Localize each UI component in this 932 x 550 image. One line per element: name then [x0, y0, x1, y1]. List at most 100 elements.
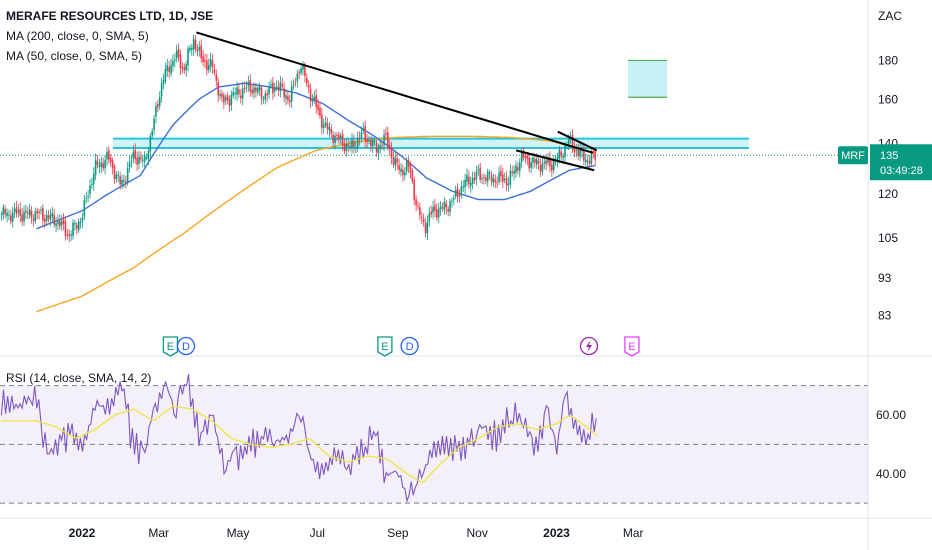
ma200-label: MA (200, close, 0, SMA, 5)	[6, 29, 149, 43]
candle-body	[518, 162, 521, 172]
candle-body	[539, 164, 542, 172]
candle	[72, 219, 74, 240]
candle	[264, 90, 267, 105]
time-tick-label: 2022	[69, 526, 96, 540]
candle-body	[479, 167, 481, 181]
candle-body	[190, 47, 193, 50]
dividend-event-icon[interactable]: D	[176, 336, 196, 356]
candle-body	[439, 206, 442, 209]
legend-rsi[interactable]: RSI (14, close, SMA, 14, 2)	[6, 371, 151, 385]
candle	[187, 45, 189, 72]
candle-body	[238, 89, 240, 95]
candle-body	[375, 142, 378, 152]
candle	[64, 216, 67, 241]
candle-body	[402, 169, 404, 176]
candle	[315, 88, 317, 114]
candle-body	[309, 88, 312, 102]
candle-body	[473, 177, 476, 181]
candle	[42, 203, 44, 226]
candle-body	[549, 157, 551, 167]
candle-body	[486, 171, 489, 182]
candle-body	[466, 174, 468, 182]
candle	[13, 202, 16, 219]
candle-body	[277, 86, 280, 91]
candle	[164, 62, 167, 85]
candle-body	[59, 220, 61, 227]
candle	[104, 155, 106, 174]
candle-body	[249, 80, 252, 92]
candle	[213, 63, 216, 76]
candle	[432, 200, 434, 219]
candle-body	[505, 177, 508, 186]
candle	[125, 175, 127, 189]
candle-body	[445, 203, 448, 208]
candle	[511, 165, 514, 177]
candle	[398, 158, 400, 175]
candle	[579, 143, 581, 162]
candle	[287, 90, 289, 105]
earnings-event-icon[interactable]: E	[624, 336, 640, 357]
candle-body	[524, 156, 527, 158]
candle-body	[91, 183, 93, 185]
candle	[85, 192, 88, 204]
candle-body	[447, 209, 449, 212]
candle	[468, 170, 470, 189]
candle-body	[313, 96, 316, 100]
earnings-event-icon[interactable]: E	[162, 336, 179, 357]
candle	[204, 53, 206, 69]
legend-ma50[interactable]: MA (50, close, 0, SMA, 5)	[6, 49, 142, 63]
candle-body	[32, 218, 35, 221]
candle-body	[334, 135, 336, 144]
event-marker-label: E	[381, 341, 388, 353]
candle	[426, 215, 429, 241]
candle-body	[13, 208, 16, 212]
candle	[530, 157, 532, 174]
candle-body	[509, 170, 512, 185]
candle	[219, 89, 221, 100]
candle	[81, 212, 84, 229]
event-marker-label: E	[628, 341, 635, 353]
candle	[292, 79, 295, 90]
earnings-event-icon[interactable]: E	[377, 336, 393, 357]
candle-body	[449, 201, 451, 213]
candle	[488, 169, 491, 180]
candle	[43, 214, 46, 229]
candle-body	[177, 48, 180, 57]
candle-body	[258, 86, 261, 90]
candle-body	[296, 73, 299, 82]
candle-body	[481, 178, 483, 180]
candle	[430, 205, 432, 218]
candle-body	[104, 160, 106, 169]
candle-body	[517, 167, 519, 171]
candle-body	[515, 165, 517, 173]
candle-body	[460, 186, 463, 196]
candle-body	[268, 86, 270, 95]
candle	[590, 148, 593, 167]
candle-body	[436, 209, 438, 218]
candle	[498, 166, 500, 186]
candle-body	[417, 205, 419, 207]
candle-body	[537, 160, 540, 164]
price-tick-label: 180	[878, 53, 898, 67]
candle-body	[94, 159, 97, 175]
candle-body	[89, 185, 91, 195]
candle	[434, 198, 436, 218]
dividend-event-icon[interactable]: D	[400, 336, 419, 356]
candle	[507, 177, 510, 192]
candle	[228, 95, 231, 113]
candle-body	[125, 181, 127, 183]
candle-body	[543, 161, 546, 164]
candle-body	[283, 88, 285, 97]
split-event-icon[interactable]	[579, 336, 599, 356]
candle	[541, 156, 544, 176]
event-marker-shape	[377, 336, 393, 357]
candle	[238, 83, 240, 98]
candle	[223, 92, 225, 110]
candle-body	[503, 179, 506, 181]
candle-body	[153, 118, 155, 130]
candle-body	[403, 172, 406, 176]
candle-body	[338, 134, 340, 140]
candle	[136, 151, 138, 172]
legend-ma200[interactable]: MA (200, close, 0, SMA, 5)	[6, 29, 149, 43]
candle-body	[62, 219, 65, 224]
